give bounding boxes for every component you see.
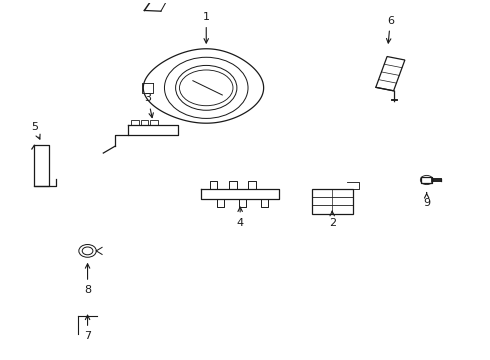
Text: 2: 2: [329, 211, 336, 228]
Bar: [131, 121, 139, 125]
Bar: [150, 121, 158, 125]
Polygon shape: [143, 49, 264, 123]
Text: 8: 8: [84, 264, 91, 295]
Text: 5: 5: [31, 122, 40, 139]
Bar: [141, 121, 148, 125]
Text: 4: 4: [237, 207, 244, 228]
Text: 7: 7: [84, 315, 91, 341]
Text: 1: 1: [203, 12, 210, 43]
Bar: [312, 189, 353, 214]
Text: 3: 3: [145, 94, 153, 118]
Text: 9: 9: [423, 193, 430, 208]
Text: 6: 6: [387, 15, 394, 43]
